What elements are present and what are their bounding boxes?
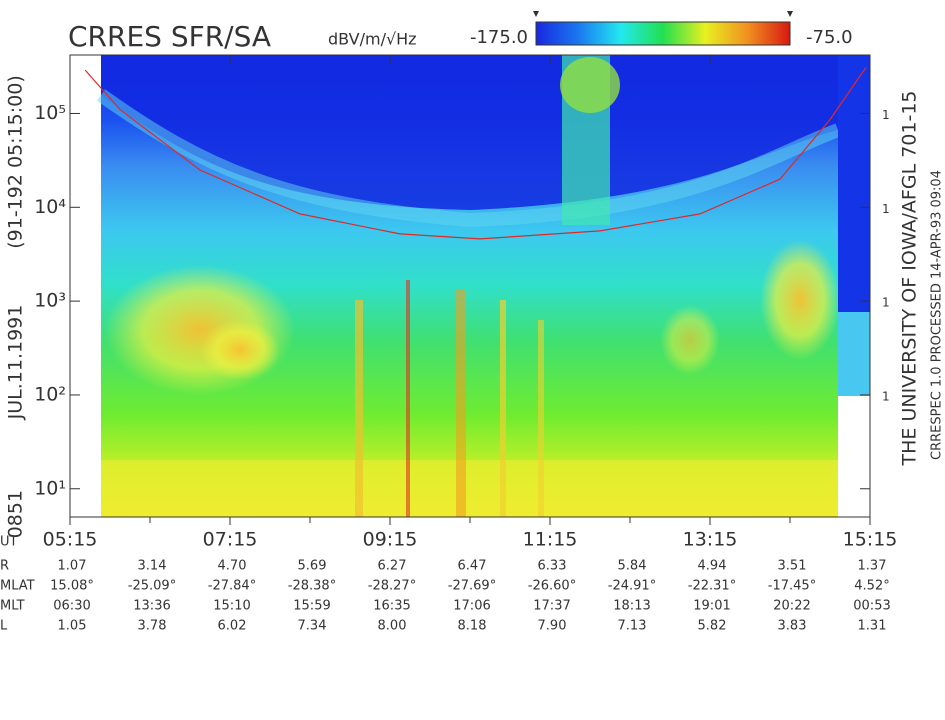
ephemeris-value: 00:53 (853, 599, 890, 614)
colorbar-min-label: -175.0 (470, 27, 528, 48)
left-label: 0851 (5, 490, 27, 538)
x-tick-label: 13:15 (683, 529, 738, 551)
colorbar-max-label: -75.0 (806, 27, 853, 48)
ephemeris-value: -24.91° (608, 579, 656, 594)
ephemeris-value: 19:01 (693, 599, 730, 614)
curve (84, 67, 867, 240)
ephemeris-value: 4.94 (698, 559, 727, 574)
side-labels: 0851 JUL.11.1991 (91-192 05:15:00) THE UNIV… (5, 75, 945, 538)
ephemeris-value: 15:10 (213, 599, 250, 614)
ephemeris-value: -22.31° (688, 579, 736, 594)
ephemeris-label: L (0, 619, 8, 634)
x-tick-label: 09:15 (363, 529, 418, 551)
ephemeris-value: 6.47 (458, 559, 487, 574)
ephemeris-value: 4.52° (854, 579, 889, 594)
ephemeris-value: 6.02 (218, 619, 247, 634)
x-tick-label: 05:15 (43, 529, 98, 551)
y2-tick-label: 1 (882, 389, 890, 403)
ephemeris-value: 06:30 (53, 599, 90, 614)
ephemeris-value: -27.84° (208, 579, 256, 594)
ephemeris-value: 1.37 (858, 559, 887, 574)
ephemeris-value: 3.14 (138, 559, 167, 574)
ephemeris-value: 5.82 (698, 619, 727, 634)
y2-tick-label: 1 (882, 296, 890, 310)
right-label: THE UNIVERSITY OF IOWA/AFGL 701-15 (899, 91, 921, 467)
colorbar-units: dBV/m/√Hz (328, 30, 417, 49)
y2-tick-label: 1 (882, 202, 890, 216)
y2-tick-label: 1 (882, 108, 890, 122)
right-sublabel: CRRESPEC 1.0 PROCESSED 14-APR-93 09:04 (930, 170, 945, 460)
ephemeris-value: 3.78 (138, 619, 167, 634)
y-tick-label: 10³ (34, 290, 66, 312)
left-label: JUL.11.1991 (5, 305, 27, 421)
ephemeris-value: -28.38° (288, 579, 336, 594)
colorbar-marker (533, 11, 793, 17)
ephemeris-value: -28.27° (368, 579, 416, 594)
ephemeris-label: MLAT (0, 579, 35, 594)
y-tick-label: 10² (34, 383, 66, 405)
ephemeris-value: 5.84 (618, 559, 647, 574)
x-tick-label: 07:15 (203, 529, 258, 551)
ephemeris-value: 3.51 (778, 559, 807, 574)
spectrogram-image (96, 55, 870, 517)
ephemeris-value: 15:59 (293, 599, 330, 614)
ephemeris-value: 8.00 (378, 619, 407, 634)
ephemeris-value: 15.08° (50, 579, 94, 594)
colorbar (535, 21, 791, 46)
ephemeris-value: 1.31 (858, 619, 887, 634)
ephemeris-label: UT (0, 535, 18, 550)
title: CRRES SFR/SA (68, 20, 271, 53)
y-tick-label: 10¹ (34, 477, 66, 499)
ephemeris-value: 18:13 (613, 599, 650, 614)
x-tick-label: 11:15 (523, 529, 578, 551)
ephemeris-value: 3.83 (778, 619, 807, 634)
ephemeris-value: 13:36 (133, 599, 170, 614)
left-label: (91-192 05:15:00) (5, 75, 27, 249)
ephemeris-value: 6.33 (538, 559, 567, 574)
ephemeris-value: 4.70 (218, 559, 247, 574)
ephemeris-value: -17.45° (768, 579, 816, 594)
ephemeris-value: 7.90 (538, 619, 567, 634)
ephemeris-value: 1.05 (58, 619, 87, 634)
ephemeris-value: 8.18 (458, 619, 487, 634)
y-tick-label: 10⁵ (34, 102, 66, 124)
ephemeris-value: 7.34 (298, 619, 327, 634)
ephemeris-label: R (0, 559, 9, 574)
ephemeris-value: 20:22 (773, 599, 810, 614)
ephemeris-value: 17:37 (533, 599, 570, 614)
x-tick-label: 15:15 (843, 529, 898, 551)
ephemeris-value: 17:06 (453, 599, 490, 614)
ephemeris-value: 7.13 (618, 619, 647, 634)
ephemeris-value: -27.69° (448, 579, 496, 594)
ephemeris-value: 5.69 (298, 559, 327, 574)
ephemeris-label: MLT (0, 599, 25, 614)
ephemeris-value: 1.07 (58, 559, 87, 574)
y-tick-label: 10⁴ (34, 196, 66, 218)
ephemeris-value: -26.60° (528, 579, 576, 594)
ephemeris-value: -25.09° (128, 579, 176, 594)
ephemeris-value: 16:35 (373, 599, 410, 614)
ephemeris-value: 6.27 (378, 559, 407, 574)
